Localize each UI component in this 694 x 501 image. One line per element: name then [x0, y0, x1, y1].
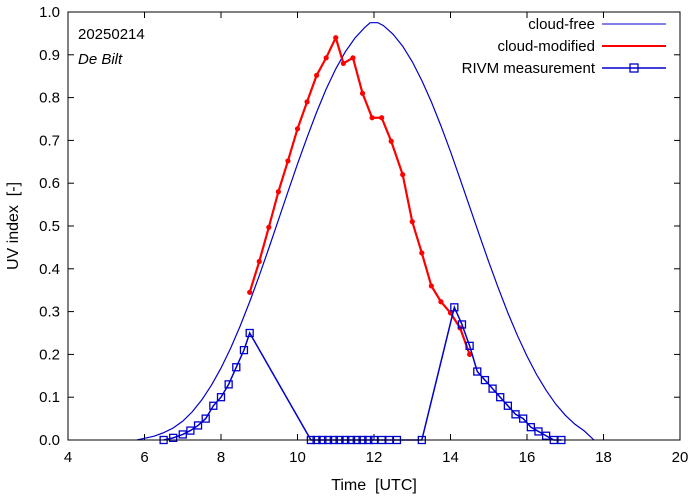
series-line-rivm: [163, 305, 562, 441]
series-layer: [136, 22, 595, 445]
rivm-point: [511, 410, 520, 419]
rivm-point: [457, 320, 467, 329]
x-tick-label: 20: [672, 449, 689, 466]
x-tick-label: 10: [289, 449, 306, 466]
rivm-point: [245, 328, 254, 338]
cloud-modified-point: [266, 224, 272, 230]
annotation-station: De Bilt: [78, 51, 123, 68]
legend-marker-rivm: [629, 63, 639, 73]
y-tick-label: 0.2: [39, 346, 60, 363]
rivm-point: [216, 393, 226, 402]
legend-label-cloud-free: cloud-free: [528, 16, 595, 33]
y-tick-label: 0.0: [39, 432, 60, 449]
y-tick-label: 0.6: [39, 175, 60, 192]
x-tick-label: 18: [595, 449, 612, 466]
rivm-point: [169, 433, 178, 443]
cloud-modified-point: [333, 35, 339, 41]
y-tick-label: 0.1: [39, 389, 60, 406]
cloud-modified-point: [369, 115, 375, 121]
series-line-cloud-free: [136, 22, 595, 441]
cloud-modified-point: [247, 289, 253, 295]
y-tick-label: 0.7: [39, 132, 60, 149]
rivm-point: [186, 426, 195, 435]
x-tick-label: 6: [140, 449, 148, 466]
cloud-modified-point: [314, 72, 320, 78]
rivm-point: [480, 375, 490, 385]
rivm-point: [503, 401, 513, 410]
cloud-modified-point: [400, 172, 406, 178]
cloud-modified-point: [350, 55, 356, 61]
cloud-modified-point: [256, 258, 262, 265]
rivm-point: [201, 414, 210, 423]
cloud-modified-point: [285, 158, 291, 164]
x-tick-label: 14: [442, 449, 459, 466]
cloud-modified-point: [447, 310, 454, 316]
cloud-modified-point: [359, 90, 366, 96]
plot-frame: [67, 11, 681, 441]
x-tick-label: 4: [64, 449, 72, 466]
cloud-modified-point: [379, 115, 385, 121]
x-axis-label: Time [UTC]: [331, 477, 417, 494]
rivm-point: [496, 393, 505, 402]
rivm-point: [488, 384, 497, 393]
rivm-point: [239, 345, 249, 355]
cloud-modified-point: [428, 283, 434, 289]
cloud-modified-point: [304, 99, 310, 105]
x-tick-label: 8: [217, 449, 225, 466]
rivm-point: [473, 367, 482, 376]
y-tick-label: 0.4: [39, 261, 60, 278]
legend: cloud-free cloud-modified RIVM measureme…: [462, 16, 666, 77]
rivm-point: [519, 414, 528, 423]
cloud-modified-point: [323, 55, 329, 61]
rivm-point: [193, 421, 203, 430]
x-tick-label: 16: [519, 449, 536, 466]
cloud-modified-point: [275, 189, 281, 195]
rivm-point: [209, 401, 218, 410]
rivm-point: [534, 427, 543, 436]
annotation-date: 20250214: [78, 26, 145, 43]
rivm-point: [450, 303, 459, 312]
rivm-point: [224, 380, 233, 389]
y-tick-label: 0.3: [39, 304, 60, 321]
cloud-modified-point: [340, 60, 346, 66]
y-tick-label: 0.9: [39, 47, 60, 64]
rivm-point: [465, 341, 474, 350]
tick-labels: 4 6 8 10 12 14 16 18 20 0.0 0.1 0.2 0.3 0.4 0.5 0.6 0.7 0…: [39, 4, 688, 466]
series-line-cloud-modified: [248, 34, 471, 355]
y-tick-label: 0.8: [39, 90, 60, 107]
legend-label-cloud-modified: cloud-modified: [497, 38, 595, 55]
y-tick-label: 0.5: [39, 218, 60, 235]
cloud-modified-point: [388, 138, 394, 144]
cloud-modified-point: [419, 250, 425, 256]
cloud-modified-point: [438, 299, 444, 305]
cloud-modified-point: [294, 126, 301, 132]
cloud-modified-point: [467, 351, 473, 357]
y-tick-label: 1.0: [39, 4, 60, 21]
rivm-point: [526, 423, 535, 432]
cloud-modified-point: [409, 219, 415, 225]
y-axis-label: UV index [-]: [5, 182, 22, 270]
legend-label-rivm: RIVM measurement: [462, 60, 596, 77]
rivm-point: [541, 431, 551, 440]
rivm-point: [232, 363, 241, 372]
x-tick-label: 12: [366, 449, 383, 466]
